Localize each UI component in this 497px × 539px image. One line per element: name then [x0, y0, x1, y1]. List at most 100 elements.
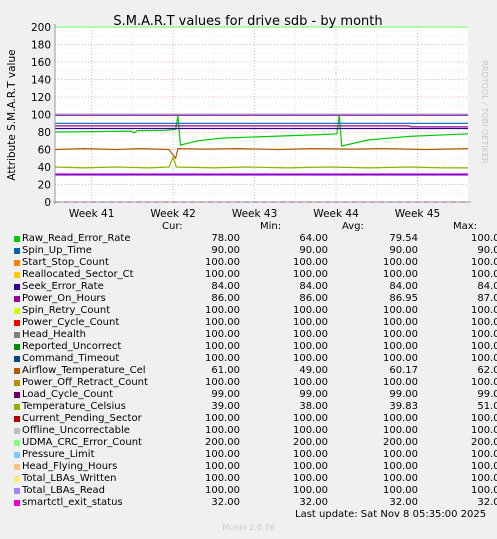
legend-header-min: Min: — [260, 221, 282, 232]
legend-row: Temperature_Celsius 39.00 38.00 39.83 51.00 — [12, 401, 497, 413]
axes — [53, 24, 471, 204]
legend-swatch — [14, 404, 20, 410]
legend-value-max: 100.00 — [471, 473, 497, 484]
y-tick-label: 80 — [38, 127, 51, 139]
legend-row: UDMA_CRC_Error_Count 200.00 200.00 200.00 20… — [12, 437, 497, 449]
legend-value-max: 100.00 — [471, 233, 497, 244]
legend-value-avg: 90.00 — [389, 245, 418, 256]
legend-value-avg: 100.00 — [383, 329, 418, 340]
legend-value-avg: 100.00 — [383, 317, 418, 328]
legend-row: Current_Pending_Sector 100.00 100.00 100.00… — [12, 413, 497, 425]
legend-row: Power_Off_Retract_Count 100.00 100.00 100.0… — [12, 377, 497, 389]
legend-value-max: 99.00 — [477, 389, 497, 400]
legend-value-avg: 39.83 — [389, 401, 418, 412]
legend-value-min: 100.00 — [293, 473, 328, 484]
legend-value-cur: 100.00 — [205, 425, 240, 436]
legend-series-name: Power_On_Hours — [22, 293, 106, 304]
legend-value-max: 100.00 — [471, 341, 497, 352]
legend-series-name: Current_Pending_Sector — [22, 413, 142, 424]
x-tick-label: Week 42 — [150, 208, 195, 220]
legend-series-name: Head_Flying_Hours — [22, 461, 118, 472]
legend-value-min: 100.00 — [293, 413, 328, 424]
legend-header-max: Max: — [453, 221, 478, 232]
legend-value-avg: 100.00 — [383, 257, 418, 268]
legend-value-cur: 100.00 — [205, 449, 240, 460]
legend-swatch — [14, 368, 20, 374]
legend-row: Reported_Uncorrect 100.00 100.00 100.00 100.… — [12, 341, 497, 353]
legend-row: Offline_Uncorrectable 100.00 100.00 100.00 1… — [12, 425, 497, 437]
x-tick-label: Week 43 — [232, 208, 277, 220]
legend-swatch — [14, 260, 20, 266]
legend-series-name: Reported_Uncorrect — [22, 341, 122, 352]
legend-value-cur: 78.00 — [211, 233, 240, 244]
legend-row: Command_Timeout 100.00 100.00 100.00 100.00 — [12, 353, 497, 365]
legend-value-min: 100.00 — [293, 353, 328, 364]
legend-value-avg: 84.00 — [389, 281, 418, 292]
legend-header: Cur: Min: Avg: Max: — [12, 221, 487, 233]
legend-swatch — [14, 344, 20, 350]
legend-value-avg: 200.00 — [383, 437, 418, 448]
y-tick-label: 180 — [31, 40, 51, 52]
legend-swatch — [14, 500, 20, 506]
legend-rows: Raw_Read_Error_Rate 78.00 64.00 79.54 100.00… — [12, 233, 497, 509]
legend-value-cur: 100.00 — [205, 257, 240, 268]
legend-value-min: 100.00 — [293, 329, 328, 340]
legend-series-name: Load_Cycle_Count — [22, 389, 114, 400]
legend-value-cur: 90.00 — [211, 245, 240, 256]
legend-swatch — [14, 272, 20, 278]
legend-value-max: 87.00 — [477, 293, 497, 304]
legend-swatch — [14, 248, 20, 254]
rrdtool-watermark: RRDTOOL / TOBI OETIKER — [480, 60, 489, 163]
legend-swatch — [14, 476, 20, 482]
y-tick-label: 20 — [38, 180, 51, 192]
chart-title: S.M.A.R.T values for drive sdb - by mont… — [113, 14, 382, 29]
y-tick-label: 60 — [38, 145, 51, 157]
legend-value-avg: 100.00 — [383, 269, 418, 280]
legend-value-min: 100.00 — [293, 377, 328, 388]
last-update: Last update: Sat Nov 8 05:35:00 2025 — [295, 509, 487, 520]
legend-value-min: 100.00 — [293, 425, 328, 436]
y-tick-label: 120 — [31, 92, 51, 104]
legend-swatch — [14, 320, 20, 326]
legend-value-max: 84.00 — [477, 281, 497, 292]
legend-value-avg: 99.00 — [389, 389, 418, 400]
legend-value-avg: 32.00 — [389, 497, 418, 508]
series-lines — [54, 26, 469, 175]
legend-value-min: 100.00 — [293, 317, 328, 328]
legend-row: Raw_Read_Error_Rate 78.00 64.00 79.54 100.00 — [12, 233, 497, 245]
legend-value-cur: 100.00 — [205, 377, 240, 388]
legend-series-name: Reallocated_Sector_Ct — [22, 269, 134, 280]
legend-value-min: 100.00 — [293, 461, 328, 472]
legend-value-cur: 32.00 — [211, 497, 240, 508]
legend-series-name: Temperature_Celsius — [22, 401, 126, 412]
legend-value-cur: 200.00 — [205, 437, 240, 448]
legend: Cur: Min: Avg: Max: Raw_Read_Error_Rate 7… — [12, 221, 497, 509]
legend-row: Pressure_Limit 100.00 100.00 100.00 100.00 — [12, 449, 497, 461]
legend-value-cur: 100.00 — [205, 473, 240, 484]
legend-value-cur: 100.00 — [205, 413, 240, 424]
legend-series-name: UDMA_CRC_Error_Count — [22, 437, 142, 448]
legend-value-cur: 100.00 — [205, 269, 240, 280]
legend-value-avg: 100.00 — [383, 305, 418, 316]
legend-value-min: 100.00 — [293, 269, 328, 280]
legend-series-name: Offline_Uncorrectable — [22, 425, 130, 436]
legend-header-cur: Cur: — [162, 221, 183, 232]
legend-value-max: 32.00 — [477, 497, 497, 508]
legend-value-avg: 79.54 — [389, 233, 418, 244]
y-tick-label: 160 — [31, 57, 51, 69]
legend-value-cur: 100.00 — [205, 305, 240, 316]
y-tick-label: 100 — [31, 110, 51, 122]
legend-row: Seek_Error_Rate 84.00 84.00 84.00 84.00 — [12, 281, 497, 293]
legend-series-name: Airflow_Temperature_Cel — [22, 365, 146, 376]
legend-value-avg: 100.00 — [383, 485, 418, 496]
legend-value-avg: 100.00 — [383, 473, 418, 484]
legend-swatch — [14, 284, 20, 290]
legend-value-min: 84.00 — [299, 281, 328, 292]
legend-value-cur: 86.00 — [211, 293, 240, 304]
legend-row: Head_Health 100.00 100.00 100.00 100.00 — [12, 329, 497, 341]
legend-value-max: 100.00 — [471, 269, 497, 280]
series-line-Temperature_Celsius — [54, 155, 468, 169]
legend-value-min: 99.00 — [299, 389, 328, 400]
legend-series-name: Head_Health — [22, 329, 86, 340]
